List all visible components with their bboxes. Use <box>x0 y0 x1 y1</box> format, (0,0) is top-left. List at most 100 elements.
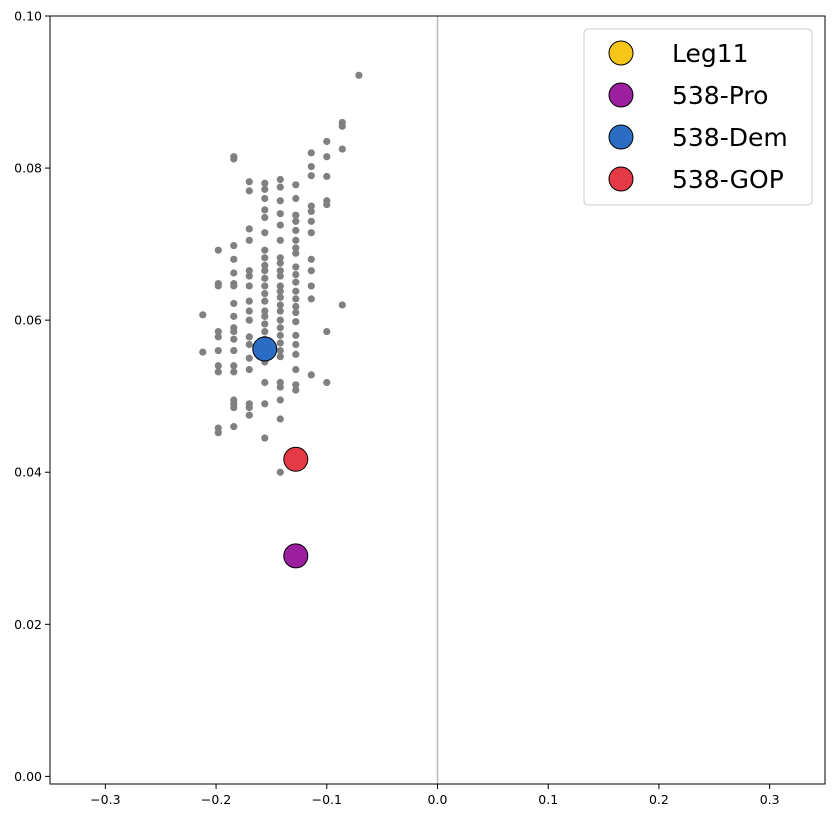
data-point <box>245 225 253 233</box>
data-point <box>307 267 315 275</box>
data-point <box>338 301 346 309</box>
x-tick-label: −0.2 <box>201 792 231 807</box>
data-point <box>276 175 284 184</box>
data-point <box>230 327 238 336</box>
series-points-group <box>252 336 309 569</box>
x-tick-label: 0.0 <box>428 792 448 807</box>
data-point <box>292 381 300 389</box>
data-point <box>292 318 300 326</box>
data-point <box>276 282 284 290</box>
data-point <box>276 254 284 262</box>
data-point <box>261 434 269 442</box>
data-point <box>245 340 253 349</box>
data-point <box>276 468 284 476</box>
data-point <box>292 263 300 271</box>
data-point <box>245 365 253 374</box>
data-point <box>261 267 269 275</box>
data-point <box>276 259 284 267</box>
data-point <box>245 316 253 324</box>
data-point <box>276 293 284 301</box>
data-point <box>323 172 331 181</box>
data-point <box>230 335 238 343</box>
data-point <box>338 145 346 153</box>
x-tick-label: 0.3 <box>760 792 780 807</box>
legend-box <box>583 28 813 206</box>
legend-marker-leg11 <box>608 40 634 66</box>
data-point <box>276 272 284 280</box>
data-point <box>214 429 222 437</box>
data-point <box>261 282 269 290</box>
legend-label-leg11: Leg11 <box>672 39 749 68</box>
data-point <box>261 289 269 298</box>
legend-marker-538-dem <box>608 124 634 150</box>
data-point <box>355 71 363 79</box>
data-point <box>245 297 253 305</box>
data-point <box>292 249 300 257</box>
data-point <box>307 217 315 225</box>
data-point <box>292 331 300 339</box>
data-point <box>245 411 253 419</box>
data-point <box>214 362 222 370</box>
data-point <box>292 226 300 235</box>
data-point <box>261 307 269 315</box>
data-point <box>230 282 238 290</box>
data-point <box>214 333 222 341</box>
data-point <box>276 221 284 229</box>
data-point <box>261 274 269 282</box>
x-tick-label: 0.1 <box>538 792 558 807</box>
data-point <box>276 267 284 275</box>
data-point <box>292 365 300 374</box>
data-point <box>292 244 300 252</box>
data-point <box>261 327 269 336</box>
data-point <box>292 340 300 349</box>
data-point <box>276 210 284 218</box>
data-point <box>276 331 284 339</box>
data-point <box>307 207 315 216</box>
data-point <box>230 242 238 250</box>
data-point <box>261 400 269 408</box>
data-point <box>307 172 315 180</box>
data-point <box>261 312 269 320</box>
data-point <box>307 371 315 379</box>
data-point <box>323 327 331 336</box>
legend-label-538-gop: 538-GOP <box>672 165 784 194</box>
series-marker-538-gop <box>283 446 309 472</box>
data-point <box>230 404 238 412</box>
data-point <box>276 353 284 361</box>
data-point <box>230 255 238 263</box>
data-point <box>261 254 269 262</box>
data-point <box>261 320 269 328</box>
data-point <box>245 267 253 275</box>
data-point <box>292 211 300 219</box>
data-point <box>323 153 331 161</box>
data-point <box>230 312 238 320</box>
data-point <box>276 339 284 347</box>
legend-label-538-dem: 538-Dem <box>672 123 788 152</box>
data-point <box>276 316 284 324</box>
data-point <box>214 346 222 355</box>
data-point <box>276 324 284 332</box>
data-point <box>292 278 300 286</box>
data-point <box>307 282 315 290</box>
data-point <box>276 183 284 191</box>
data-point <box>230 368 238 376</box>
data-point <box>245 404 253 412</box>
data-point <box>292 350 300 358</box>
data-point <box>307 162 315 171</box>
legend: Leg11 538-Pro 538-Dem 538-GOP <box>583 28 813 206</box>
data-point <box>245 178 253 186</box>
series-marker-538-dem <box>252 336 278 362</box>
x-tick-label: −0.3 <box>90 792 120 807</box>
data-point <box>261 194 269 203</box>
data-point <box>276 346 284 355</box>
data-point <box>276 301 284 309</box>
data-point <box>261 185 269 193</box>
data-point <box>199 311 207 319</box>
data-point <box>230 423 238 431</box>
y-axis: 0.00 0.02 0.04 0.06 0.08 0.10 <box>14 9 50 784</box>
data-point <box>292 236 300 244</box>
data-point <box>323 378 331 387</box>
data-point <box>276 236 284 244</box>
y-tick-label: 0.08 <box>14 161 42 176</box>
